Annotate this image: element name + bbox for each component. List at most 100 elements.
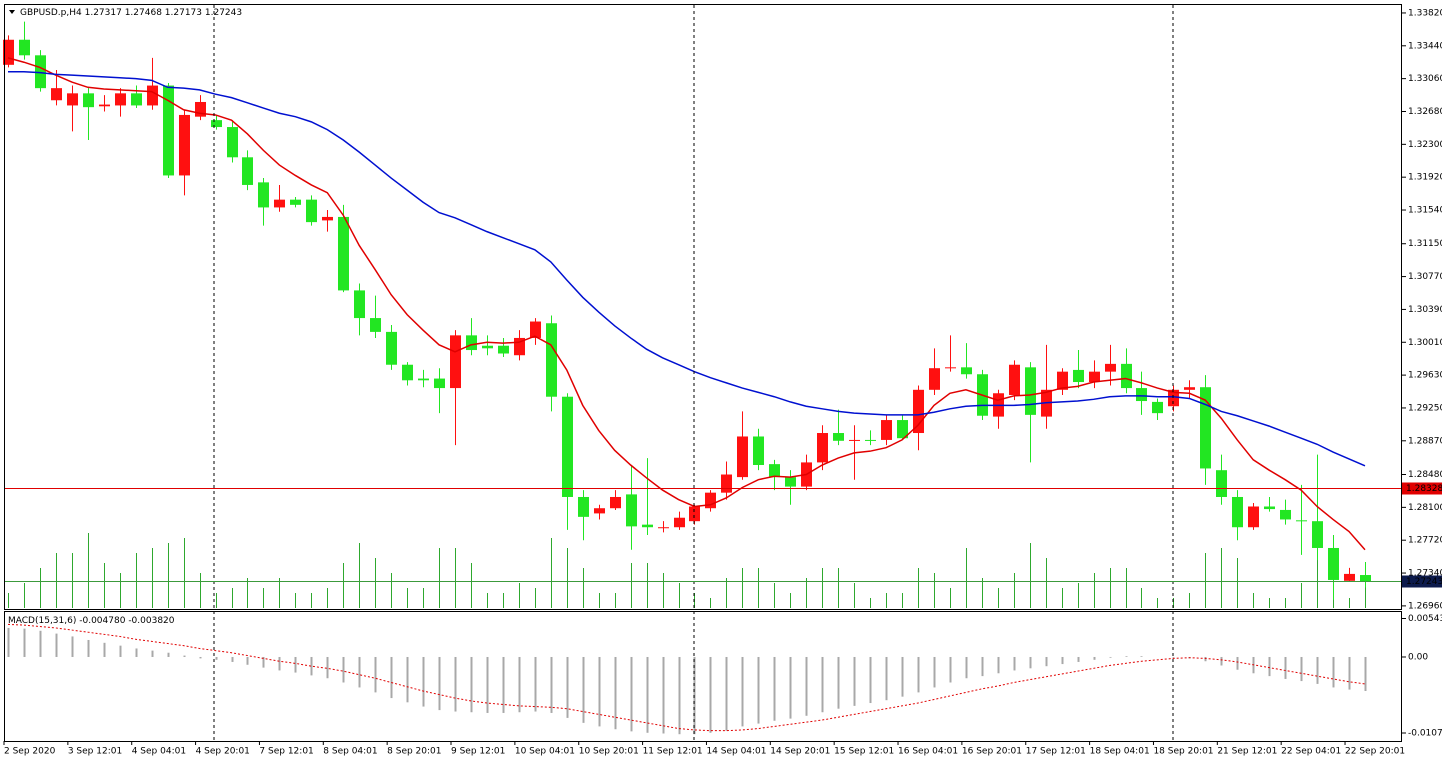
candle-body (1200, 387, 1211, 469)
x-tick-label: 9 Sep 12:01 (451, 747, 505, 757)
candle-body (1089, 371, 1100, 383)
x-tick-label: 16 Sep 04:01 (898, 747, 958, 757)
y-tick-label: -0.01073 (1408, 728, 1442, 738)
candle-body (99, 104, 110, 107)
candle-body (562, 396, 573, 497)
x-tick-label: 17 Sep 12:01 (1026, 747, 1086, 757)
candle-body (131, 93, 142, 106)
candle-body (1296, 520, 1307, 522)
candle-body (482, 345, 493, 349)
x-tick-label: 15 Sep 12:01 (834, 747, 894, 757)
x-tick-label: 14 Sep 04:01 (706, 747, 766, 757)
candle-body (817, 433, 828, 463)
candle-body (785, 477, 796, 487)
y-tick-label: 1.28480 (1408, 470, 1442, 480)
candle-body (1168, 389, 1179, 407)
candle-body (147, 85, 158, 106)
candle-body (179, 114, 190, 176)
candle-body (642, 524, 653, 528)
candle-body (1136, 388, 1147, 402)
signal-line (7, 623, 1366, 732)
x-tick-label: 10 Sep 20:01 (579, 747, 639, 757)
plot-layer (3, 21, 1371, 735)
candle-body (658, 527, 669, 529)
candle-body (434, 378, 445, 389)
candle-body (1280, 509, 1291, 520)
candle-body (195, 101, 206, 117)
y-tick-label: 1.29630 (1408, 371, 1442, 381)
candle-body (1057, 371, 1068, 390)
x-tick-label: 4 Sep 20:01 (196, 747, 250, 757)
candle-body (19, 39, 30, 56)
x-tick-label: 18 Sep 20:01 (1153, 747, 1213, 757)
y-tick-label: 1.33820 (1408, 8, 1442, 18)
candle-body (1025, 367, 1036, 415)
x-tick-label: 22 Sep 20:01 (1345, 747, 1405, 757)
candle-body (466, 335, 477, 351)
x-tick-label: 8 Sep 04:01 (323, 747, 377, 757)
macd-title: MACD(15,31,6) (8, 616, 76, 626)
candle-body (306, 199, 317, 223)
candle-body (626, 494, 637, 527)
candle-body (737, 436, 748, 478)
candle-body (1073, 369, 1084, 383)
x-tick-label: 10 Sep 04:01 (515, 747, 575, 757)
candle-body (1344, 573, 1355, 581)
candle-body (1232, 496, 1243, 528)
candle-body (51, 88, 62, 101)
x-tick-label: 3 Sep 12:01 (68, 747, 122, 757)
candle-body (833, 433, 844, 441)
y-tick-label: 1.31150 (1408, 239, 1442, 249)
candle-body (83, 93, 94, 108)
candle-body (1312, 521, 1323, 548)
y-tick-label: 1.32680 (1408, 107, 1442, 117)
close-value: 1.27243 (205, 8, 242, 18)
y-tick-label: 1.33440 (1408, 41, 1442, 51)
candle-body (689, 506, 700, 522)
chart-header: GBPUSD.p,H4 1.27317 1.27468 1.27173 1.27… (20, 8, 242, 18)
candle-body (1009, 364, 1020, 395)
x-tick-label: 7 Sep 12:01 (259, 747, 313, 757)
candle-body (35, 55, 46, 89)
y-tick-label: 1.32300 (1408, 140, 1442, 150)
y-tick-label: 1.31920 (1408, 173, 1442, 183)
y-tick-label: 1.28100 (1408, 503, 1442, 513)
x-tick-label: 21 Sep 12:01 (1217, 747, 1277, 757)
candle-body (227, 127, 238, 158)
y-tick-label: 1.33060 (1408, 74, 1442, 84)
y-tick-label: 0.005431 (1408, 614, 1442, 624)
y-tick-label: 0.00 (1408, 652, 1428, 662)
y-tick-label: 1.30010 (1408, 338, 1442, 348)
candle-body (3, 39, 14, 65)
x-tick-label: 22 Sep 04:01 (1281, 747, 1341, 757)
moving-average (8, 70, 1366, 467)
candle-body (258, 182, 269, 208)
x-tick-label: 11 Sep 12:01 (643, 747, 703, 757)
candle-body (115, 93, 126, 106)
candle-body (721, 474, 732, 493)
candle-body (163, 85, 174, 176)
candle-body (211, 120, 222, 128)
candle-body (865, 439, 876, 441)
candle-body (498, 345, 509, 354)
moving-average (7, 57, 1366, 551)
candle-body (1248, 506, 1259, 528)
candle-body (945, 367, 956, 369)
candle-body (290, 199, 301, 205)
candle-body (1328, 547, 1339, 580)
candle-body (386, 331, 397, 365)
candle-body (514, 337, 525, 356)
candle-body (849, 439, 860, 441)
candle-body (578, 496, 589, 517)
candle-body (418, 378, 429, 381)
candle-body (402, 364, 413, 381)
menu-icon[interactable] (9, 10, 15, 14)
price-label: 1.27243 (1406, 577, 1442, 587)
candle-body (881, 420, 892, 440)
x-tick-label: 14 Sep 20:01 (770, 747, 830, 757)
candle-body (370, 318, 381, 332)
candle-body (67, 93, 78, 106)
open-value: 1.27317 (85, 8, 122, 18)
x-tick-label: 18 Sep 04:01 (1090, 747, 1150, 757)
